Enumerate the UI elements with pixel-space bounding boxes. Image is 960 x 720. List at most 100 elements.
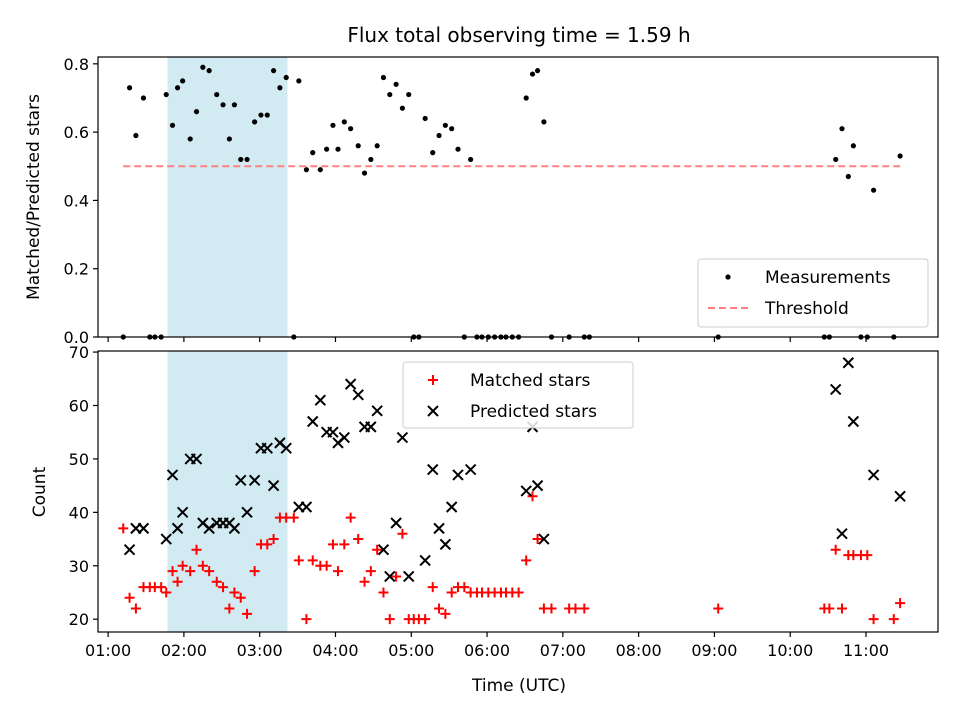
predicted-point: [377, 544, 390, 556]
measurement-point: [226, 136, 232, 142]
predicted-point: [403, 570, 415, 583]
legend-label: Measurements: [765, 268, 891, 288]
measurement-point: [264, 112, 270, 118]
matched-point: [359, 576, 370, 587]
matched-point: [339, 539, 350, 550]
predicted-point: [842, 357, 855, 369]
measurement-point: [399, 105, 406, 111]
matched-point: [579, 603, 590, 614]
predicted-point: [352, 389, 364, 401]
matched-point: [224, 603, 235, 614]
matched-point: [513, 587, 524, 598]
observing-span: [167, 57, 288, 337]
measurement-point: [406, 91, 412, 98]
matched-point: [211, 576, 222, 587]
measurement-point: [180, 78, 186, 84]
x-tick-label: 08:00: [616, 641, 662, 660]
matched-point: [353, 534, 364, 545]
matched-point: [888, 614, 899, 625]
observing-span: [167, 351, 288, 632]
predicted-point: [228, 522, 241, 535]
measurement-point: [296, 78, 302, 84]
predicted-point: [538, 533, 550, 545]
measurement-point: [258, 112, 264, 118]
predicted-point: [531, 479, 544, 492]
y-tick-label: 0.8: [64, 55, 89, 74]
matched-point: [862, 550, 873, 561]
measurement-point: [169, 122, 176, 128]
measurement-point: [270, 68, 277, 74]
matched-point: [440, 608, 451, 619]
predicted-point: [427, 463, 439, 476]
y-tick-label: 50: [69, 450, 89, 469]
x-tick-label: 03:00: [237, 641, 283, 660]
matched-point: [868, 614, 879, 625]
predicted-point: [314, 394, 327, 406]
measurement-point: [374, 143, 380, 149]
measurement-point: [303, 167, 310, 173]
y-tick-label: 20: [69, 610, 89, 629]
measurement-point: [348, 126, 354, 132]
matched-point: [446, 587, 457, 598]
measurement-point: [317, 167, 323, 173]
matched-point: [307, 555, 318, 566]
matched-point: [397, 528, 408, 539]
matched-point: [218, 582, 229, 593]
axes-frame: [97, 56, 939, 338]
measurement-point: [283, 74, 289, 81]
predicted-point: [384, 570, 396, 583]
predicted-point: [445, 501, 458, 513]
matched-point: [268, 534, 279, 545]
matched-point: [372, 544, 383, 555]
measurement-point: [252, 119, 258, 125]
measurement-point: [231, 102, 238, 108]
matched-point: [130, 603, 141, 614]
measurement-point: [361, 170, 368, 176]
predicted-point: [439, 538, 452, 551]
legend: Matched stars Predicted stars: [402, 361, 634, 429]
measurement-point: [468, 156, 474, 163]
measurement-point: [174, 85, 181, 91]
matched-point: [301, 614, 312, 625]
measurement-point: [833, 156, 839, 163]
matched-point: [713, 603, 724, 614]
matched-point: [197, 560, 208, 571]
measurement-point: [330, 122, 336, 128]
measurement-point: [455, 146, 461, 152]
measurement-point: [422, 115, 428, 122]
matched-point: [327, 539, 338, 550]
series-matched-stars: [118, 491, 906, 625]
legend-box: [402, 361, 634, 429]
matched-point: [177, 560, 188, 571]
predicted-point: [419, 554, 431, 567]
measurement-point: [442, 122, 448, 128]
predicted-point: [396, 431, 409, 444]
predicted-point: [160, 533, 172, 545]
y-tick-label: 0.0: [64, 328, 89, 347]
predicted-point: [176, 506, 189, 519]
predicted-point: [235, 474, 247, 486]
y-tick-label: 0.6: [64, 123, 89, 142]
measurement-point: [310, 150, 316, 156]
matched-point: [288, 512, 299, 523]
predicted-point: [241, 506, 253, 519]
measurement-point: [529, 71, 536, 77]
matched-point: [345, 512, 356, 523]
predicted-point: [123, 544, 136, 556]
y-tick-label: 70: [69, 343, 89, 362]
measurement-point: [187, 136, 193, 142]
measurement-point: [436, 132, 442, 139]
matched-point: [365, 566, 376, 577]
measurement-point: [163, 91, 169, 98]
measurement-point: [244, 156, 250, 163]
x-tick-label: 06:00: [464, 641, 510, 660]
measurement-point: [393, 81, 399, 87]
matched-point: [191, 544, 202, 555]
matched-point: [824, 603, 835, 614]
matched-point: [161, 587, 172, 598]
matched-point: [521, 555, 532, 566]
x-tick-label: 02:00: [161, 641, 207, 660]
measurement-point: [355, 143, 361, 149]
predicted-point: [829, 383, 842, 396]
